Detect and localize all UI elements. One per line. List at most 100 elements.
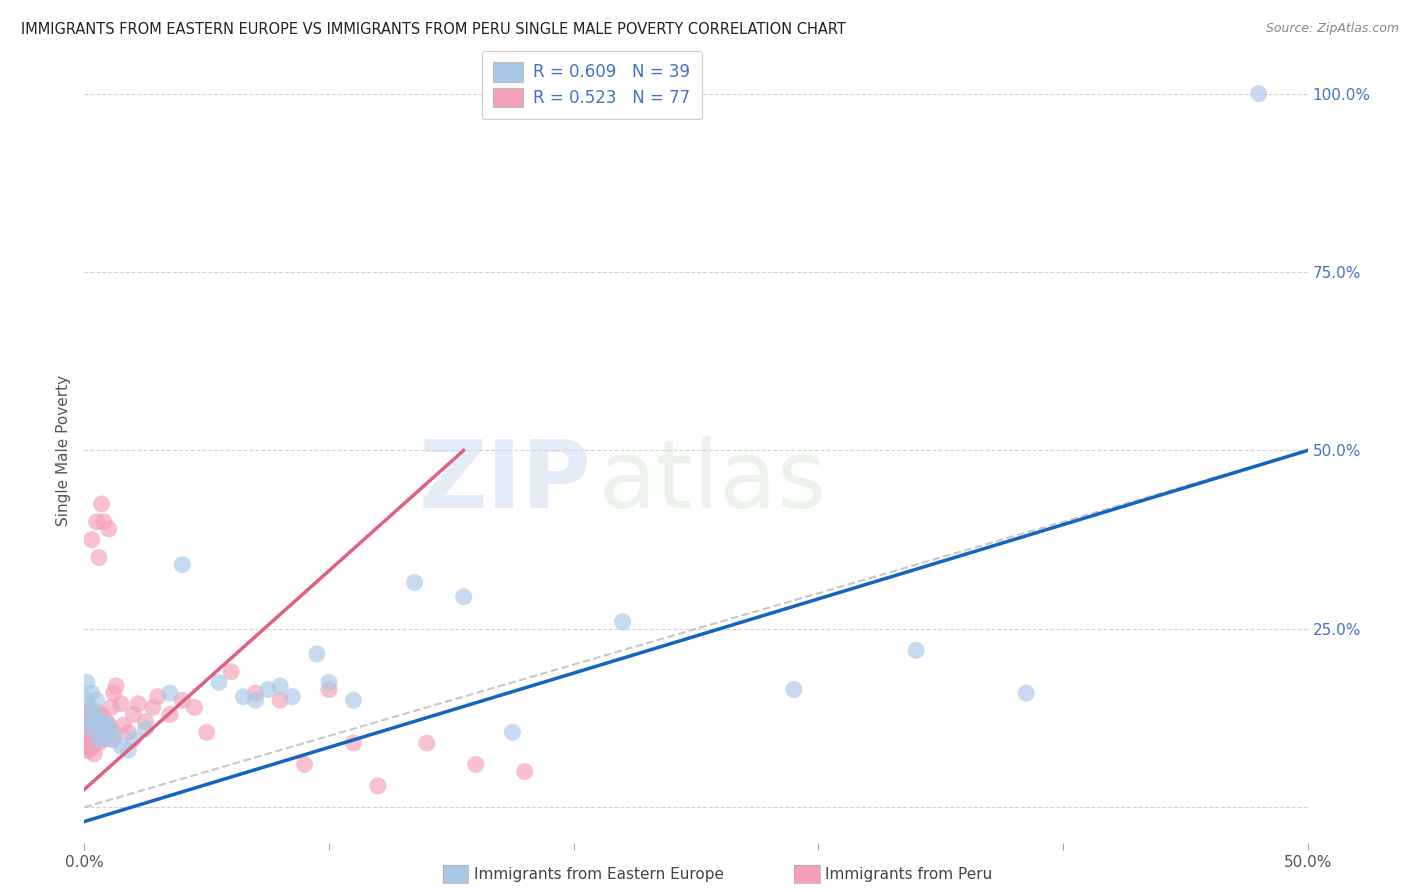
Point — [269, 693, 291, 707]
Point — [146, 690, 169, 704]
Point — [513, 764, 536, 779]
Point — [97, 522, 120, 536]
Text: atlas: atlas — [598, 436, 827, 528]
Point — [93, 722, 115, 736]
Point — [80, 686, 103, 700]
Point — [1247, 87, 1270, 101]
Point — [76, 736, 98, 750]
Point — [142, 700, 165, 714]
Point — [76, 707, 98, 722]
Point — [77, 718, 100, 732]
Point — [76, 729, 98, 743]
Point — [172, 558, 194, 572]
Text: Immigrants from Eastern Europe: Immigrants from Eastern Europe — [474, 867, 724, 881]
Point — [87, 707, 110, 722]
Point — [86, 711, 108, 725]
Point — [103, 729, 125, 743]
Point — [80, 714, 103, 729]
Point — [117, 743, 139, 757]
Point — [96, 714, 118, 729]
Point — [103, 686, 125, 700]
Point — [80, 722, 103, 736]
Point — [122, 732, 145, 747]
Point — [80, 739, 103, 754]
Point — [76, 739, 98, 754]
Text: Source: ZipAtlas.com: Source: ZipAtlas.com — [1265, 22, 1399, 36]
Point — [77, 725, 100, 739]
Point — [77, 739, 100, 754]
Point — [342, 736, 364, 750]
Point — [80, 732, 103, 747]
Point — [245, 693, 267, 707]
Point — [86, 711, 108, 725]
Point — [86, 722, 108, 736]
Point — [77, 704, 100, 718]
Y-axis label: Single Male Poverty: Single Male Poverty — [56, 375, 72, 526]
Point — [453, 590, 475, 604]
Point — [172, 693, 194, 707]
Point — [1015, 686, 1038, 700]
Point — [76, 693, 98, 707]
Point — [76, 714, 98, 729]
Point — [464, 757, 486, 772]
Point — [90, 725, 112, 739]
Point — [905, 643, 928, 657]
Point — [269, 679, 291, 693]
Point — [96, 729, 118, 743]
Point — [86, 693, 108, 707]
Point — [83, 729, 105, 743]
Point — [77, 722, 100, 736]
Point — [77, 743, 100, 757]
Point — [87, 550, 110, 565]
Point — [93, 729, 115, 743]
Point — [112, 718, 135, 732]
Point — [80, 725, 103, 739]
Point — [76, 722, 98, 736]
Point — [76, 675, 98, 690]
Point — [76, 725, 98, 739]
Point — [86, 515, 108, 529]
Point — [105, 679, 128, 693]
Point — [77, 711, 100, 725]
Point — [257, 682, 280, 697]
Point — [90, 707, 112, 722]
Point — [77, 732, 100, 747]
Point — [103, 732, 125, 747]
Point — [100, 700, 122, 714]
Text: IMMIGRANTS FROM EASTERN EUROPE VS IMMIGRANTS FROM PERU SINGLE MALE POVERTY CORRE: IMMIGRANTS FROM EASTERN EUROPE VS IMMIGR… — [21, 22, 846, 37]
Point — [195, 725, 218, 739]
Point — [90, 497, 112, 511]
Point — [76, 718, 98, 732]
Point — [87, 718, 110, 732]
Point — [80, 722, 103, 736]
Point — [80, 533, 103, 547]
Point — [97, 718, 120, 732]
Point — [90, 714, 112, 729]
Point — [77, 700, 100, 714]
Point — [87, 736, 110, 750]
Point — [281, 690, 304, 704]
Point — [612, 615, 634, 629]
Point — [96, 722, 118, 736]
Point — [183, 700, 205, 714]
Point — [208, 675, 231, 690]
Point — [135, 722, 157, 736]
Point — [97, 718, 120, 732]
Point — [159, 707, 181, 722]
Point — [502, 725, 524, 739]
Point — [117, 725, 139, 739]
Point — [367, 779, 389, 793]
Point — [404, 575, 426, 590]
Point — [93, 515, 115, 529]
Point — [100, 732, 122, 747]
Point — [416, 736, 439, 750]
Point — [159, 686, 181, 700]
Point — [110, 697, 132, 711]
Point — [245, 686, 267, 700]
Point — [318, 682, 340, 697]
Point — [305, 647, 328, 661]
Point — [110, 739, 132, 754]
Point — [77, 714, 100, 729]
Point — [135, 714, 157, 729]
Point — [87, 732, 110, 747]
